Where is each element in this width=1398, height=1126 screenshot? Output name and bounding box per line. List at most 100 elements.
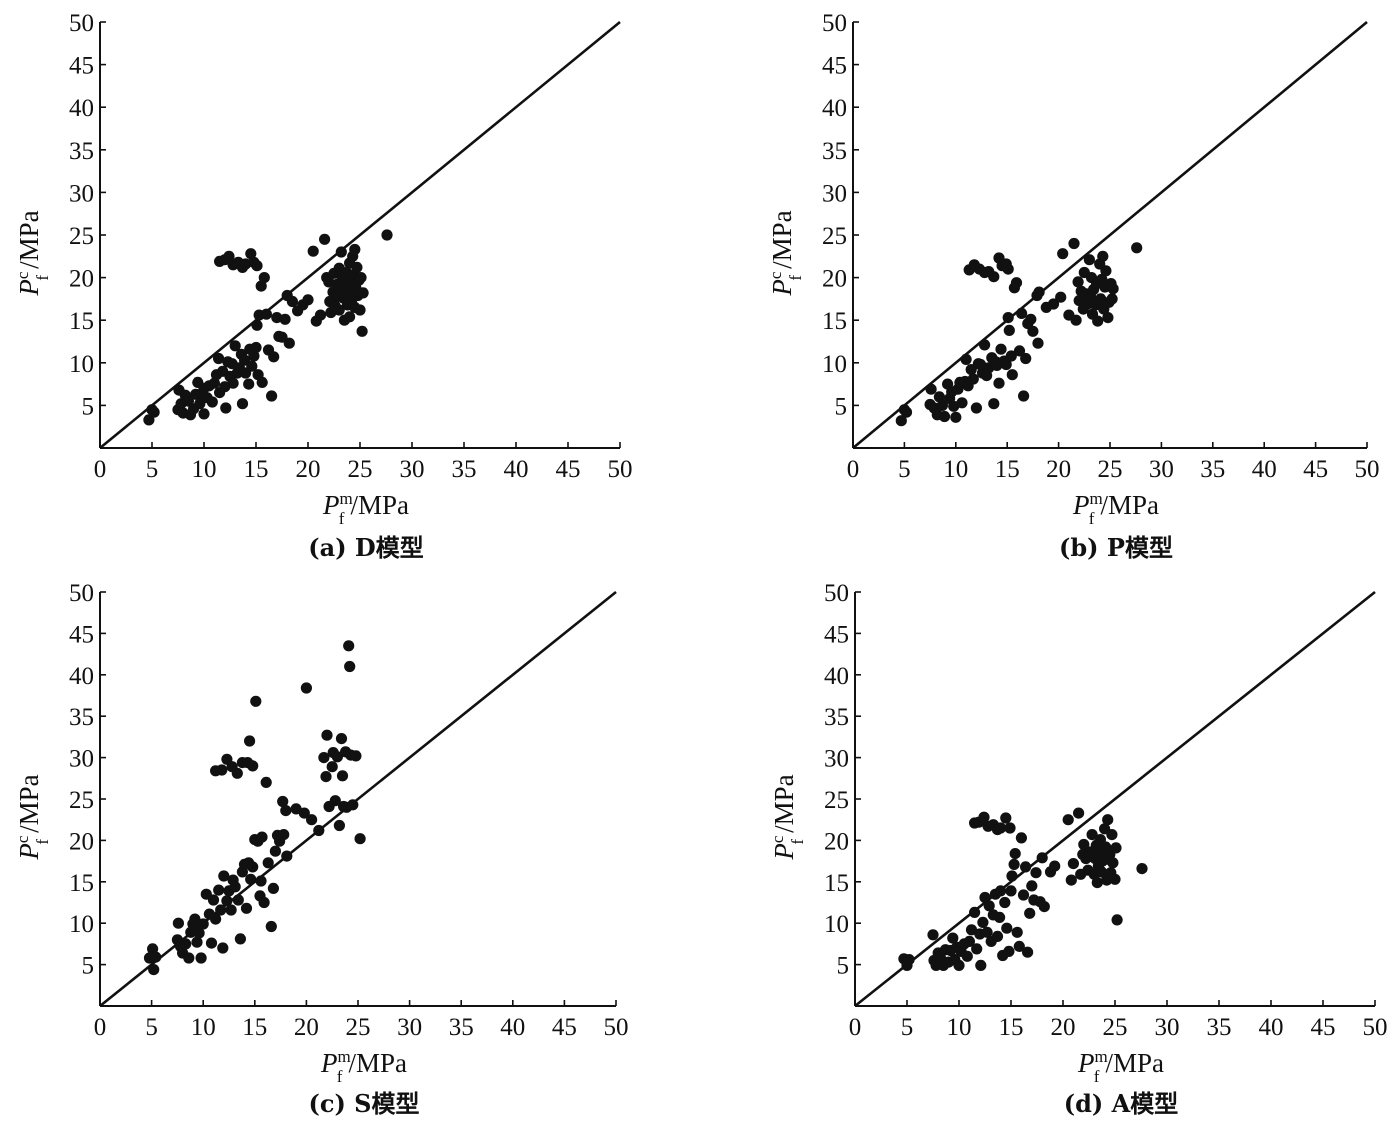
data-point	[960, 353, 972, 365]
data-point	[351, 261, 363, 273]
reference-line	[99, 590, 617, 1008]
data-point	[1110, 842, 1122, 854]
data-point	[971, 943, 983, 955]
data-point	[262, 857, 274, 869]
data-point	[271, 312, 283, 324]
data-point	[150, 951, 162, 963]
data-point	[307, 245, 319, 257]
data-point	[1024, 907, 1036, 919]
x-tick-label: 50	[604, 1014, 629, 1041]
data-point	[258, 896, 270, 909]
data-point	[256, 376, 268, 388]
data-point	[354, 833, 366, 845]
data-point	[236, 398, 249, 410]
x-tick-label: 30	[397, 1014, 422, 1041]
data-point	[1106, 293, 1118, 305]
y-tick-label: 35	[69, 704, 94, 731]
data-point	[1013, 345, 1026, 357]
data-point	[255, 875, 267, 887]
reference-line	[854, 590, 1376, 1008]
panel-caption: (a) D模型	[308, 533, 423, 562]
y-tick-label: 15	[69, 870, 94, 897]
data-point	[343, 640, 355, 652]
data-point	[979, 891, 991, 904]
data-point	[1020, 352, 1032, 365]
data-point	[1107, 283, 1119, 295]
data-point	[357, 287, 369, 299]
data-point	[1004, 822, 1016, 834]
data-point	[258, 272, 270, 284]
data-point	[961, 950, 973, 962]
data-point	[1062, 814, 1074, 826]
data-point	[999, 896, 1011, 909]
data-point	[1038, 901, 1050, 913]
panel-caption: (c) S模型	[308, 1089, 419, 1118]
data-point	[195, 952, 207, 964]
data-point	[979, 339, 991, 351]
x-axis-label: Pm f/MPa	[320, 1047, 407, 1086]
data-point	[953, 959, 965, 972]
data-point	[213, 352, 225, 365]
x-tick-label: 25	[1098, 456, 1123, 483]
y-tick-label: 25	[69, 223, 94, 250]
data-point	[314, 309, 327, 321]
x-tick-label: 35	[449, 1014, 474, 1041]
data-point	[995, 885, 1007, 897]
data-point	[220, 402, 232, 414]
data-point	[1010, 277, 1023, 289]
data-point	[250, 695, 262, 707]
data-point	[1083, 254, 1095, 266]
x-tick-label: 45	[1303, 456, 1328, 483]
y-tick-label: 15	[69, 308, 94, 335]
y-tick-label: 35	[822, 138, 847, 165]
x-tick-label: 0	[847, 456, 860, 483]
data-point	[205, 937, 218, 949]
x-tick-label: 25	[346, 1014, 371, 1041]
x-tick-label: 0	[94, 1014, 107, 1041]
data-point	[234, 933, 246, 945]
data-point	[266, 390, 278, 402]
data-point	[329, 795, 341, 807]
data-point	[180, 938, 192, 950]
data-point	[189, 913, 201, 925]
data-point	[216, 764, 228, 776]
y-tick-label: 45	[69, 621, 94, 648]
data-point	[250, 341, 262, 354]
data-point	[1026, 880, 1038, 892]
y-tick-label: 20	[822, 266, 847, 293]
data-point	[1072, 276, 1084, 288]
data-point	[208, 377, 220, 389]
data-point	[1111, 914, 1123, 926]
y-tick-label: 50	[824, 580, 849, 607]
data-point	[319, 233, 331, 245]
data-point	[1049, 860, 1061, 872]
x-tick-label: 45	[552, 1014, 577, 1041]
data-point	[221, 895, 233, 907]
y-tick-label: 40	[69, 663, 94, 690]
data-point	[260, 308, 272, 320]
data-point	[335, 733, 348, 745]
data-point	[280, 805, 292, 817]
data-point	[936, 399, 949, 411]
data-point	[1092, 315, 1104, 327]
y-tick-label: 30	[824, 746, 849, 773]
data-point	[1078, 838, 1090, 851]
data-point	[251, 260, 263, 272]
x-tick-label: 25	[1103, 1014, 1128, 1041]
data-point	[277, 795, 289, 808]
y-tick-label: 5	[82, 393, 95, 420]
data-point	[1057, 248, 1069, 260]
y-tick-label: 50	[69, 580, 94, 607]
chart-panel-2: 0 5 10 15 20 25 30 35 40 45 50 5 10 15 20 25 30 35 40 45 50 P…	[13, 580, 629, 1118]
data-point	[349, 243, 361, 256]
data-point	[246, 360, 258, 372]
data-point	[995, 343, 1007, 355]
x-tick-label: 15	[244, 456, 269, 483]
data-point	[977, 916, 989, 929]
y-tick-label: 5	[837, 953, 850, 980]
data-point	[306, 814, 318, 826]
data-point	[148, 406, 160, 418]
data-point	[1022, 946, 1034, 958]
reference-line	[99, 20, 621, 450]
data-point	[215, 904, 227, 916]
